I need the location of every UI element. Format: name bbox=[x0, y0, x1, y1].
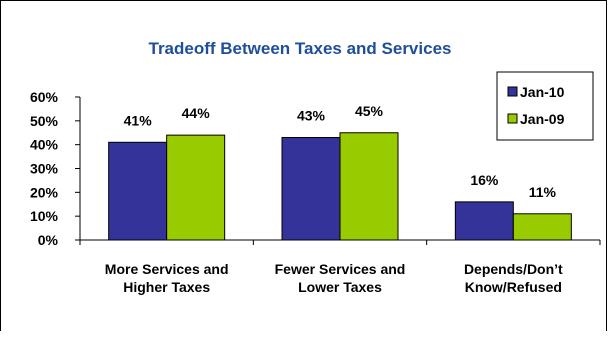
legend-swatch bbox=[507, 86, 518, 97]
bar bbox=[512, 213, 572, 241]
category-label: Fewer Services and bbox=[275, 261, 406, 277]
chart-bars bbox=[108, 132, 572, 241]
y-tick-label: 50% bbox=[30, 113, 59, 129]
bar bbox=[454, 201, 514, 241]
bar bbox=[281, 137, 341, 241]
y-tick-label: 0% bbox=[38, 232, 59, 248]
data-label: 45% bbox=[355, 103, 384, 119]
bar bbox=[339, 132, 399, 241]
data-label: 44% bbox=[182, 105, 211, 121]
legend-swatch bbox=[507, 113, 518, 124]
data-label: 16% bbox=[470, 172, 499, 188]
legend-label: Jan-10 bbox=[520, 84, 565, 100]
chart-title: Tradeoff Between Taxes and Services bbox=[149, 39, 452, 58]
data-label: 41% bbox=[124, 112, 153, 128]
category-label: Higher Taxes bbox=[123, 279, 210, 295]
category-label: More Services and bbox=[105, 261, 229, 277]
legend-label: Jan-09 bbox=[520, 111, 565, 127]
y-tick-label: 30% bbox=[30, 161, 59, 177]
data-label: 43% bbox=[297, 108, 326, 124]
category-label: Know/Refused bbox=[465, 279, 562, 295]
bar bbox=[108, 141, 168, 241]
y-tick-label: 20% bbox=[30, 184, 59, 200]
legend-box bbox=[496, 71, 594, 141]
bar bbox=[166, 134, 226, 241]
y-tick-label: 10% bbox=[30, 208, 59, 224]
chart-data-labels: 41% 44% 43% 45% 16% 11% bbox=[124, 103, 557, 200]
category-label: Lower Taxes bbox=[298, 279, 382, 295]
y-tick-label: 60% bbox=[30, 89, 59, 105]
chart-legend: Jan-10 Jan-09 bbox=[496, 71, 594, 141]
data-label: 11% bbox=[529, 184, 557, 200]
chart-category-labels: More Services and Higher Taxes Fewer Servi… bbox=[105, 261, 563, 295]
category-label: Depends/Don’t bbox=[464, 261, 563, 277]
y-tick-label: 40% bbox=[30, 137, 59, 153]
